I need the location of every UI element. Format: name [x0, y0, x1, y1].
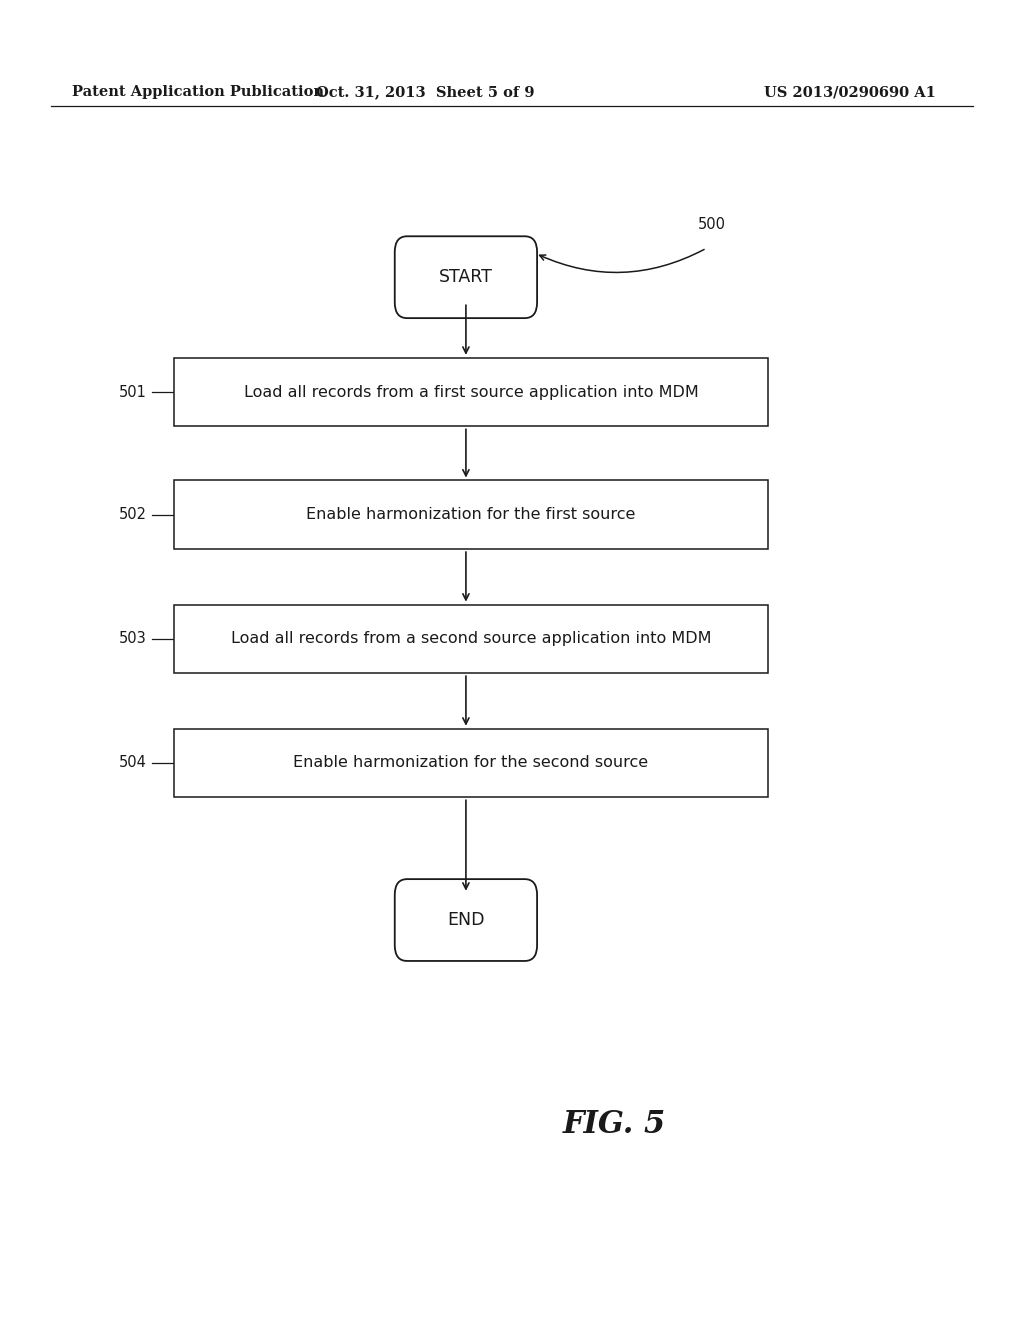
Text: Enable harmonization for the first source: Enable harmonization for the first sourc…: [306, 507, 636, 523]
Text: Load all records from a first source application into MDM: Load all records from a first source app…: [244, 384, 698, 400]
Text: FIG. 5: FIG. 5: [563, 1109, 666, 1140]
Text: US 2013/0290690 A1: US 2013/0290690 A1: [764, 86, 936, 99]
Text: END: END: [447, 911, 484, 929]
Text: Load all records from a second source application into MDM: Load all records from a second source ap…: [230, 631, 712, 647]
FancyBboxPatch shape: [395, 236, 537, 318]
FancyBboxPatch shape: [174, 729, 768, 797]
FancyBboxPatch shape: [395, 879, 537, 961]
FancyBboxPatch shape: [174, 605, 768, 673]
Text: START: START: [439, 268, 493, 286]
FancyBboxPatch shape: [174, 480, 768, 549]
Text: Enable harmonization for the second source: Enable harmonization for the second sour…: [294, 755, 648, 771]
Text: 501: 501: [119, 384, 146, 400]
Text: 504: 504: [119, 755, 146, 771]
Text: 500: 500: [697, 216, 726, 232]
FancyBboxPatch shape: [174, 358, 768, 426]
Text: 502: 502: [119, 507, 146, 523]
Text: 503: 503: [119, 631, 146, 647]
Text: Oct. 31, 2013  Sheet 5 of 9: Oct. 31, 2013 Sheet 5 of 9: [315, 86, 535, 99]
Text: Patent Application Publication: Patent Application Publication: [72, 86, 324, 99]
